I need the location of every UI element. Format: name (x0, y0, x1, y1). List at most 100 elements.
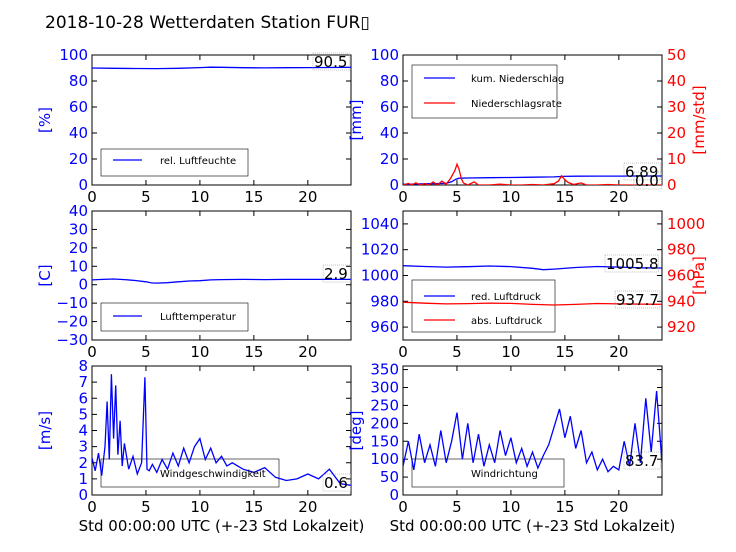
x-tick-label: 5 (452, 498, 462, 516)
x-tick-label: 20 (609, 498, 628, 516)
y-tick-label: 60 (69, 98, 88, 116)
legend-label: kum. Niederschlag (471, 74, 564, 85)
y-tick-label-right: 1000 (667, 215, 705, 233)
y-axis-title-right: [hPa] (690, 256, 708, 295)
last-value-label: 2.9 (324, 265, 348, 283)
last-value-box (614, 290, 661, 309)
x-tick-label: 0 (398, 498, 408, 516)
legend-label: red. Luftdruck (471, 292, 541, 303)
y-tick-label: 4 (78, 422, 88, 440)
panel-humidity: 0 5 10 15 20 0 20 40 60 80 100 [%] rel. Luftfeuchte 9… (36, 46, 352, 206)
y-tick-label: 0 (78, 276, 88, 294)
last-value-box (623, 162, 661, 181)
y-axis-title: [mm] (347, 100, 365, 141)
series-line (403, 265, 662, 271)
last-value-box (312, 52, 350, 71)
x-tick-label: 5 (141, 343, 151, 361)
legend-label: rel. Luftfeuchte (160, 156, 236, 167)
x-tick-label: 0 (87, 188, 97, 206)
y-tick-label: −10 (56, 294, 88, 312)
y-tick-label-right: 980 (667, 241, 696, 259)
y-tick-label-right: 0 (667, 176, 677, 194)
y-tick-label-right: 920 (667, 318, 696, 336)
y-tick-label: 1020 (361, 241, 399, 259)
last-value-box (322, 264, 352, 283)
y-tick-label-right: 10 (667, 150, 686, 168)
y-axis-title: [%] (36, 107, 54, 133)
x-tick-label: 20 (298, 343, 317, 361)
x-tick-label: 10 (190, 343, 209, 361)
y-tick-label-right: 30 (667, 98, 686, 116)
last-value-box (623, 451, 661, 470)
last-value-label: 1005.8 (606, 255, 659, 273)
y-tick-label: 10 (69, 257, 88, 275)
y-tick-label: 60 (380, 98, 399, 116)
y-tick-label: 5 (78, 405, 88, 423)
last-value-label: 0.0 (635, 172, 659, 190)
y-axis-title: [m/s] (36, 411, 54, 450)
last-value-box (633, 171, 663, 190)
x-tick-label: 15 (244, 343, 263, 361)
legend-box (411, 458, 565, 488)
y-tick-label: 3 (78, 438, 88, 456)
y-tick-label: −30 (56, 331, 88, 349)
y-tick-label: 250 (370, 396, 399, 414)
series-line (92, 278, 351, 284)
y-axis-title: [deg] (347, 411, 365, 451)
y-tick-label: 20 (69, 150, 88, 168)
series-line (92, 374, 351, 486)
legend-label: abs. Luftdruck (471, 316, 542, 327)
y-tick-label: 0 (389, 176, 399, 194)
legend-box (100, 148, 249, 177)
x-tick-label: 5 (141, 188, 151, 206)
last-value-label: 90.5 (314, 53, 347, 71)
y-tick-label: 980 (370, 292, 399, 310)
y-axis-title-right: [mm/std] (690, 85, 708, 154)
y-tick-label-right: 40 (667, 72, 686, 90)
last-value-label: 0.6 (324, 474, 348, 492)
x-tick-label: 10 (501, 498, 520, 516)
last-value-label: 6.89 (625, 163, 658, 181)
x-tick-label: 10 (501, 188, 520, 206)
y-tick-label: 0 (78, 176, 88, 194)
y-tick-label: 0 (78, 486, 88, 504)
y-tick-label-right: 50 (667, 46, 686, 64)
y-tick-label: 40 (69, 202, 88, 220)
y-tick-label: 350 (370, 361, 399, 379)
panel-temperature: 0 5 10 15 20−30−20−10010203040[C]Lufttempera… (36, 202, 352, 361)
legend-label: Windrichtung (471, 469, 538, 480)
y-tick-label: 20 (69, 239, 88, 257)
y-tick-label: 20 (380, 150, 399, 168)
last-value-label: 937.7 (616, 291, 659, 309)
y-tick-label: 40 (69, 124, 88, 142)
y-tick-label: 1 (78, 470, 88, 488)
x-tick-label: 15 (555, 343, 574, 361)
panel-pressure: 0 5 10 15 20 960 980 1000 1020 1040 920 940 960 980 10… (361, 210, 708, 361)
legend-label: Niederschlagsrate (471, 99, 562, 110)
x-tick-label: 5 (452, 343, 462, 361)
x-tick-label: 0 (398, 343, 408, 361)
x-tick-label: 20 (609, 188, 628, 206)
y-tick-label: 0 (389, 486, 399, 504)
x-tick-label: 0 (398, 188, 408, 206)
series-line (403, 162, 662, 185)
y-tick-label: 6 (78, 389, 88, 407)
y-tick-label: 7 (78, 373, 88, 391)
y-tick-label: 80 (69, 72, 88, 90)
y-tick-label: 1000 (361, 267, 399, 285)
x-tick-label: 15 (244, 188, 263, 206)
x-tick-label: 0 (87, 498, 97, 516)
y-tick-label: 300 (370, 379, 399, 397)
y-tick-label: 40 (380, 124, 399, 142)
panel-precipitation: 0 5 10 15 20 0 20 40 60 80 100 0 10 20 30 40 50 [mm] [mm/s… (347, 46, 708, 206)
y-tick-label: 960 (370, 318, 399, 336)
y-tick-label-right: 940 (667, 292, 696, 310)
y-tick-label: 1040 (361, 215, 399, 233)
x-tick-label: 15 (555, 498, 574, 516)
y-tick-label: 100 (59, 46, 88, 64)
legend-label: Windgeschwindigkeit (160, 469, 266, 480)
y-axis-title: [C] (36, 264, 54, 286)
y-tick-label-right: 20 (667, 124, 686, 142)
